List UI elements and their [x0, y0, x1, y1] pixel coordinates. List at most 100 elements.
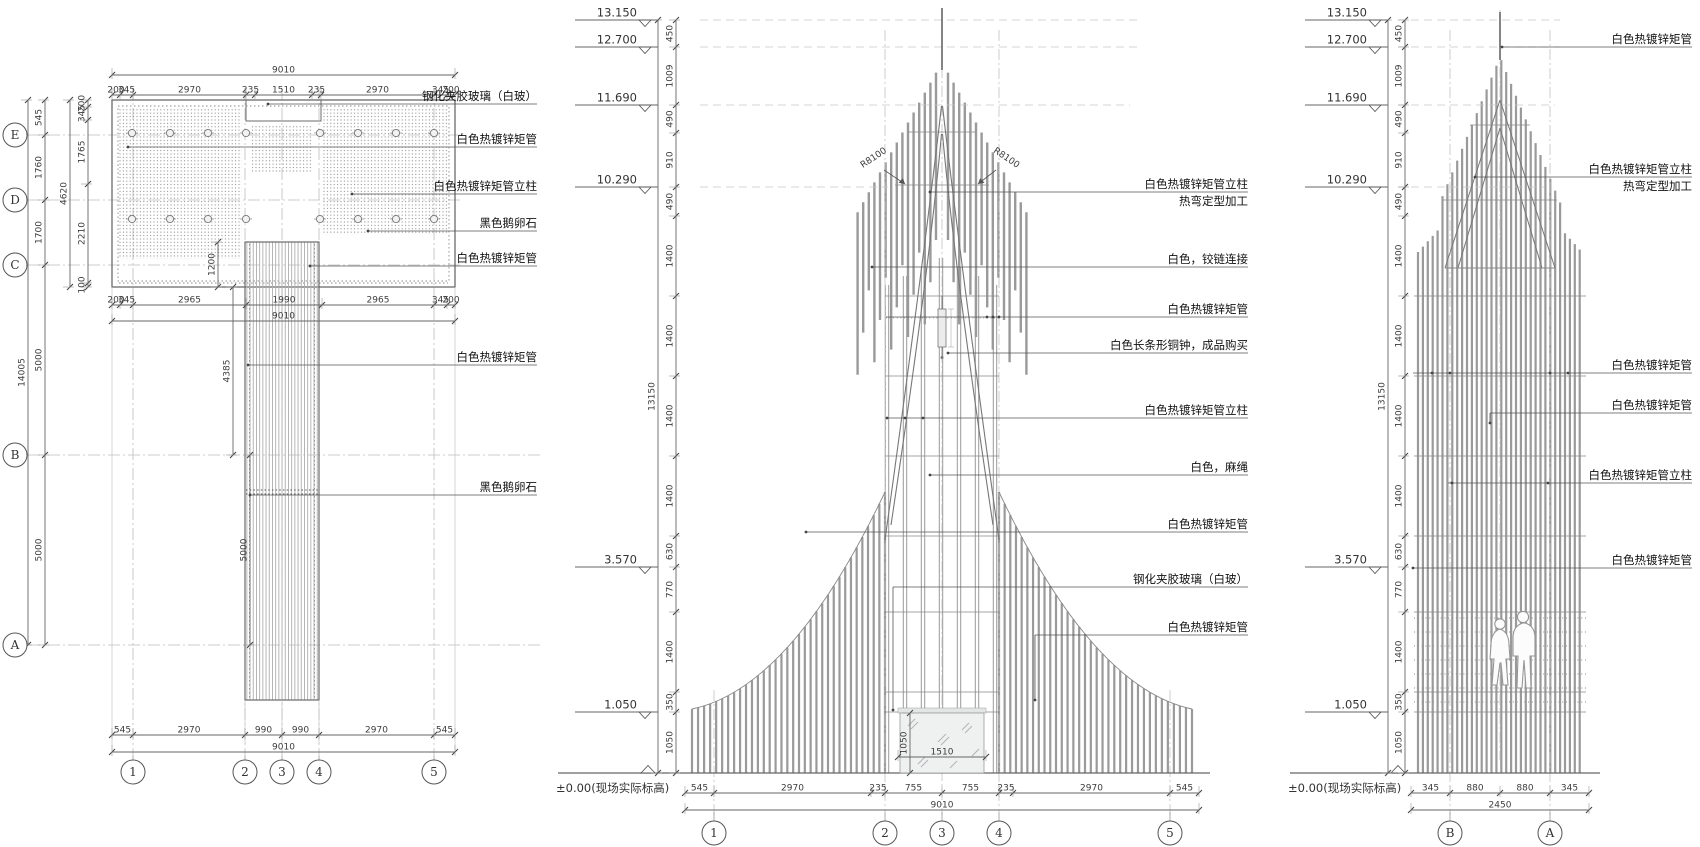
side-grid-lines: [1449, 10, 1551, 815]
dim-chain: 545 1760 1700 5000 5000: [35, 96, 49, 649]
level-value: 1.050: [1334, 698, 1367, 712]
level-value: 13.150: [1327, 6, 1367, 20]
level-marker: 11.690: [575, 91, 658, 113]
annotation-label: 白色热镀锌矩管: [1168, 517, 1249, 531]
dim-chain: 13150: [648, 16, 662, 777]
level-triangle-icon: [637, 566, 653, 575]
dim-chain: 9010: [108, 312, 459, 325]
annotation-label: 白色热镀锌矩管立柱: [1589, 162, 1693, 176]
dim-text: 770: [666, 581, 676, 598]
dim-text: 9010: [931, 801, 954, 811]
datum-label: ±0.00(现场实际标高): [556, 781, 669, 795]
dim-text: 235: [869, 784, 886, 794]
dim-text: 1400: [1395, 640, 1405, 663]
grid-bubble-label: B: [1446, 826, 1455, 840]
column-marker-icon: [429, 128, 439, 138]
dim-chain: 2450: [1407, 801, 1593, 814]
annotation-label: 白色热镀锌矩管: [1612, 398, 1693, 412]
dim-chain: 545 2970 990 990 2970 545: [108, 726, 459, 739]
dim-chain: 9010: [108, 743, 459, 756]
side-batten-bars: [1416, 60, 1581, 773]
annotation-label: 白色热镀锌矩管: [1612, 358, 1693, 372]
dim-text: 545: [436, 726, 453, 736]
dim-text: 235: [308, 86, 325, 96]
dim-text: 345: [432, 296, 449, 306]
side-a-frame-brace: [1444, 99, 1556, 269]
annotation-label: 黑色鹅卵石: [480, 216, 538, 230]
level-marker: 13.150: [575, 6, 658, 28]
dim-text: 880: [1466, 784, 1483, 794]
dim-text: 1400: [1395, 244, 1405, 267]
grid-bubble: 3: [269, 756, 295, 785]
column-marker-icon: [127, 128, 137, 138]
annotation-label: 白色，麻绳: [1191, 460, 1249, 474]
annotation-callout: 白色热镀锌矩管: [804, 517, 1249, 534]
dim-text: 1760: [35, 156, 45, 179]
level-marker: 1.050: [1305, 698, 1388, 720]
grid-bubble: A: [2, 632, 28, 658]
dim-text: 1009: [666, 64, 676, 87]
annotation-callout: 黑色鹅卵石: [366, 216, 538, 233]
annotation-label: 白色热镀锌矩管: [1168, 620, 1249, 634]
level-marker: 13.150: [1305, 6, 1388, 28]
grid-bubble-label: A: [1545, 826, 1555, 840]
dim-text: 4385: [223, 360, 233, 383]
level-triangle-icon: [637, 711, 653, 720]
grid-bubble-label: 4: [315, 765, 323, 779]
grid-bubble: 3: [929, 812, 955, 846]
dim-text: 1009: [1395, 64, 1405, 87]
annotation-label: 白色热镀锌矩管: [457, 251, 538, 265]
dim-text: 1700: [35, 221, 45, 244]
front-elevation-view: R8100 R8100 ±0.00(现场实际标高) 45010094909104…: [556, 6, 1248, 846]
dim-text: 345: [1561, 784, 1578, 794]
dim-text: 2965: [367, 296, 390, 306]
dim-text: 490: [666, 110, 676, 127]
dim-text: 2965: [178, 296, 201, 306]
level-marker: 12.700: [1305, 33, 1388, 55]
dim-text: 9010: [272, 312, 295, 322]
dim-chain: 450 1009 490 910 490 1400 1400 1400 1400 630 770 14…: [1395, 16, 1409, 777]
level-value: 3.570: [1334, 553, 1367, 567]
dim-text: 1400: [666, 324, 676, 347]
dim-text: 545: [35, 109, 45, 126]
column-marker-icon: [241, 128, 251, 138]
plan-inner-dotted-border: [117, 105, 450, 282]
grid-bubble-label: D: [10, 193, 20, 207]
grid-bubble-label: 5: [1166, 826, 1174, 840]
column-marker-icon: [315, 214, 325, 224]
dim-chain: 4385: [223, 283, 237, 459]
column-marker-icon: [165, 128, 175, 138]
level-triangle-icon: [1367, 46, 1383, 55]
people-figures: [1489, 610, 1536, 689]
dim-text: 345: [118, 296, 135, 306]
annotation-label: 白色热镀锌矩管立柱: [1145, 177, 1249, 191]
grid-bubble: 2: [872, 812, 898, 846]
dim-text: 770: [1395, 581, 1405, 598]
annotation-callout: 白色热镀锌矩管: [886, 302, 1248, 319]
annotation-label: 白色热镀锌矩管: [457, 132, 538, 146]
grid-bubble: 4: [986, 812, 1012, 846]
annotation-sublabel: 热弯定型加工: [1623, 179, 1692, 193]
annotation-callout: 白色长条形铜钟，成品购买: [946, 338, 1248, 355]
grid-bubble: 2: [232, 756, 258, 785]
column-marker-icon: [165, 214, 175, 224]
grid-bubble: 5: [421, 756, 447, 785]
annotation-callout: 白色热镀锌矩管: [1413, 358, 1693, 375]
column-marker-icon: [203, 214, 213, 224]
dim-text: 235: [997, 784, 1014, 794]
dim-text: 1400: [1395, 484, 1405, 507]
level-value: 10.290: [1327, 173, 1367, 187]
front-flare-envelope: [691, 491, 1193, 710]
datum-label: ±0.00(现场实际标高): [1288, 781, 1401, 795]
plan-column-markers: [126, 128, 440, 224]
grid-bubble-label: A: [10, 638, 20, 652]
dim-chain: 545 2970 235 755 755 235 2970 545: [681, 784, 1203, 797]
level-triangle-icon: [1367, 104, 1383, 113]
annotation-callout: 白色，麻绳: [928, 460, 1249, 477]
dim-chain: 13150: [1378, 16, 1392, 777]
dim-chain: 450 1009 490 910 490 1400 1400 1400 1400 630 770 14…: [666, 16, 680, 777]
